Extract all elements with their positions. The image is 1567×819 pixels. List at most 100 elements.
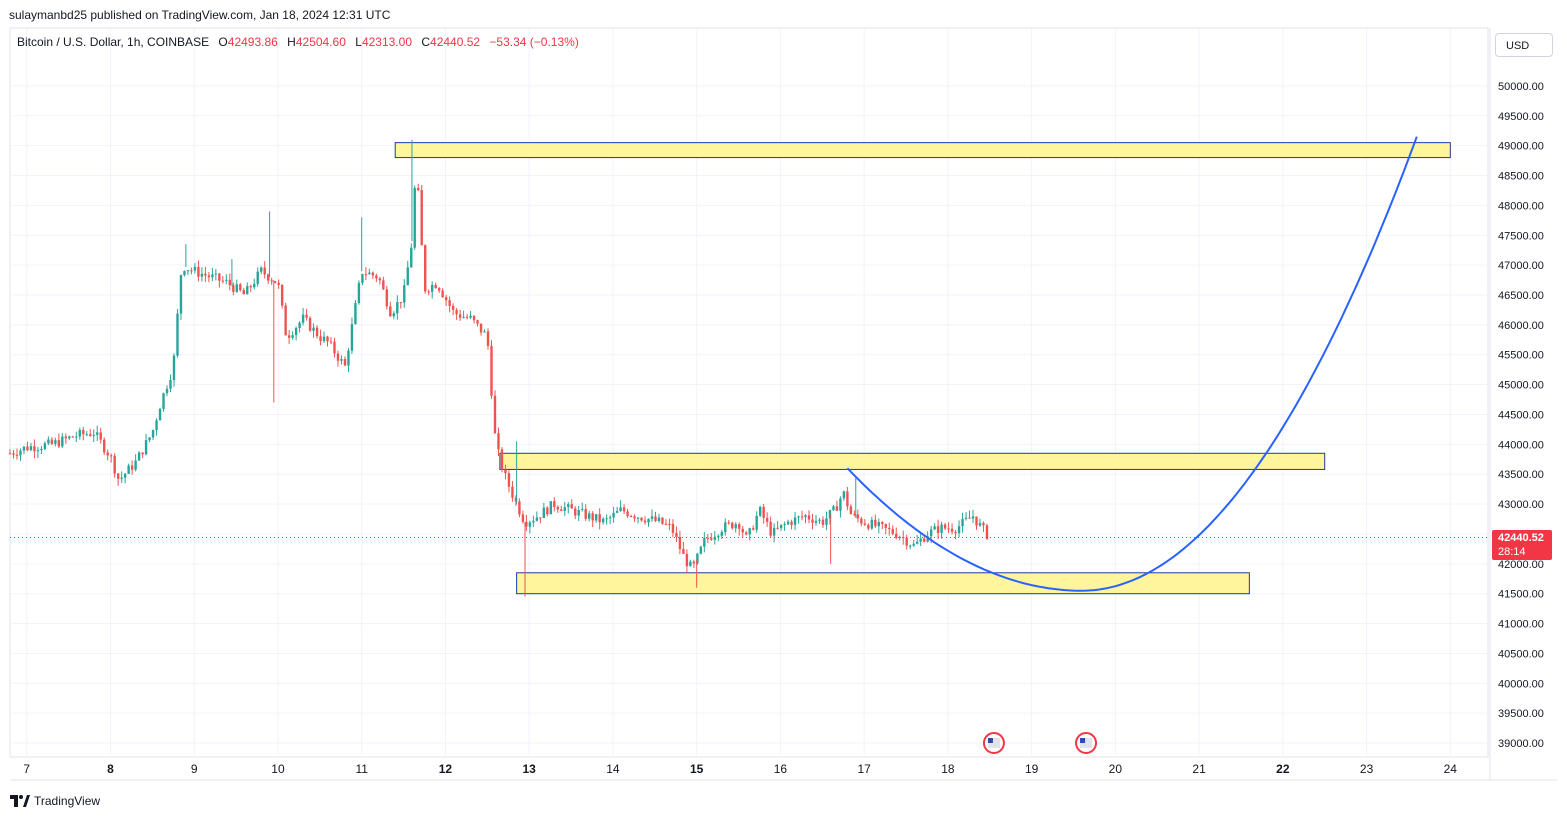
candle-body <box>312 327 315 331</box>
candle-body <box>584 509 587 519</box>
candle-body <box>130 465 134 470</box>
candle-body <box>535 517 539 521</box>
x-tick-label: 11 <box>355 762 368 776</box>
candle-body <box>943 524 947 529</box>
high-label: H <box>287 35 296 49</box>
candle-body <box>839 498 842 511</box>
candle-body <box>542 507 546 518</box>
x-tick-label: 8 <box>107 762 114 776</box>
candle-body <box>772 527 776 536</box>
candle-body <box>832 506 835 511</box>
candle-body <box>807 515 811 520</box>
y-tick-label: 44000.00 <box>1498 439 1544 451</box>
candle-body <box>804 515 807 518</box>
candle-body <box>504 469 507 474</box>
candle-body <box>403 285 406 303</box>
y-tick-label: 47500.00 <box>1498 230 1544 242</box>
candle-body <box>260 267 263 272</box>
ohlc-legend: Bitcoin / U.S. Dollar, 1h, COINBASE O424… <box>17 35 579 49</box>
x-tick-label: 18 <box>941 762 955 776</box>
candle-body <box>291 335 294 338</box>
candle-body <box>929 529 933 537</box>
currency-selector[interactable]: USD <box>1495 33 1553 57</box>
candle-body <box>553 501 556 508</box>
candle-body <box>141 452 144 455</box>
candle-body <box>176 313 179 356</box>
y-tick-label: 43500.00 <box>1498 469 1544 481</box>
x-tick-label: 16 <box>774 762 788 776</box>
candle-body <box>968 517 971 519</box>
flag-stripes <box>987 738 1000 748</box>
x-tick-label: 7 <box>23 762 30 776</box>
candle-body <box>908 545 912 547</box>
candle-body <box>434 285 437 289</box>
candle-body <box>40 448 43 451</box>
candle-body <box>22 446 26 451</box>
candle-body <box>786 521 790 525</box>
symbol-label: Bitcoin / U.S. Dollar, 1h, COINBASE <box>17 35 210 49</box>
candle-body <box>608 517 612 519</box>
candle-body <box>563 507 566 511</box>
candle-body <box>895 533 898 538</box>
candle-body <box>479 323 483 333</box>
candle-body <box>19 450 22 456</box>
candle-body <box>123 473 127 478</box>
candle-body <box>382 280 385 290</box>
candle-body <box>392 313 396 317</box>
candle-body <box>92 434 95 436</box>
candle-body <box>413 188 416 248</box>
candle-body <box>103 439 106 453</box>
candle-body <box>888 527 891 530</box>
support-resistance-zone <box>394 142 1451 159</box>
candle-body <box>947 528 950 530</box>
candle-body <box>427 291 430 293</box>
candle-body <box>396 302 399 314</box>
candle-body <box>458 314 462 318</box>
high-value: 42504.60 <box>295 35 346 49</box>
candle-body <box>218 273 221 281</box>
candle-body <box>633 516 636 519</box>
candle-body <box>148 437 151 441</box>
candle-body <box>874 519 877 527</box>
candle-body <box>33 446 36 452</box>
y-tick-label: 48500.00 <box>1498 171 1544 183</box>
x-tick-label: 19 <box>1025 762 1039 776</box>
candle-body <box>50 439 54 444</box>
candle-body <box>518 501 521 515</box>
candle-body <box>654 516 657 521</box>
candle-body <box>47 439 50 444</box>
candle-body <box>113 455 116 474</box>
flag-stripes <box>1080 738 1093 748</box>
candle-body <box>902 537 905 539</box>
candle-body <box>741 528 744 533</box>
candle-body <box>650 516 654 519</box>
candle-body <box>835 506 839 511</box>
brand-text: TradingView <box>34 794 101 808</box>
candle-body <box>441 290 444 298</box>
candle-body <box>451 305 455 310</box>
candle-body <box>919 538 922 542</box>
candle-body <box>239 284 242 291</box>
candle-body <box>532 520 535 523</box>
candle-body <box>605 518 608 520</box>
x-tick-label: 10 <box>271 762 285 776</box>
candle-body <box>577 510 580 516</box>
candle-body <box>696 553 699 564</box>
candle-body <box>657 517 661 521</box>
candle-body <box>462 316 465 318</box>
candle-body <box>982 523 985 526</box>
candle-body <box>521 514 525 522</box>
candle-body <box>417 188 420 191</box>
candle-body <box>581 509 584 511</box>
candle-body <box>765 517 769 522</box>
candle-body <box>570 504 573 509</box>
candle-body <box>629 516 633 518</box>
candle-body <box>863 523 867 525</box>
footer: TradingView <box>10 794 100 808</box>
candle-body <box>298 322 301 329</box>
candle-body <box>406 267 409 286</box>
candle-body <box>884 524 887 528</box>
candle-body <box>856 514 860 519</box>
candle-body <box>594 514 598 521</box>
